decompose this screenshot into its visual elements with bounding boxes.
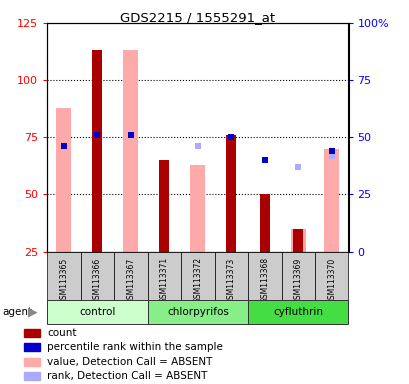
Text: chlorpyrifos: chlorpyrifos [166,307,228,317]
Bar [292,229,303,252]
Text: GDS2215 / 1555291_at: GDS2215 / 1555291_at [120,12,275,25]
Bar [259,194,269,252]
Bar [24,358,40,366]
Text: GSM113366: GSM113366 [93,257,101,303]
Bar [81,252,114,300]
Bar [247,252,281,300]
Bar [314,252,348,300]
Bar [47,252,81,300]
Bar [281,252,314,300]
Bar [24,372,40,380]
Text: value, Detection Call = ABSENT: value, Detection Call = ABSENT [47,357,212,367]
Bar [24,329,40,337]
Bar [114,252,147,300]
Bar [226,135,236,252]
Bar [147,252,181,300]
Bar [92,50,102,252]
Text: GSM113373: GSM113373 [226,257,235,303]
Text: ▶: ▶ [28,306,37,318]
Text: percentile rank within the sample: percentile rank within the sample [47,342,222,352]
Text: agent: agent [2,307,32,317]
Bar [147,300,247,324]
Bar [56,108,71,252]
Text: GSM113369: GSM113369 [293,257,302,303]
Bar [247,300,348,324]
Bar [47,300,147,324]
Bar [24,343,40,351]
Text: count: count [47,328,76,338]
Text: rank, Detection Call = ABSENT: rank, Detection Call = ABSENT [47,371,207,381]
Text: GSM113372: GSM113372 [193,257,202,303]
Text: cyfluthrin: cyfluthrin [273,307,322,317]
Bar [159,160,169,252]
Text: GSM113370: GSM113370 [326,257,335,303]
Bar [181,252,214,300]
Bar [290,229,305,252]
Bar [214,252,247,300]
Bar [324,149,339,252]
Bar [123,50,138,252]
Text: GSM113368: GSM113368 [260,257,269,303]
Text: control: control [79,307,115,317]
Bar [190,165,205,252]
Text: GSM113365: GSM113365 [59,257,68,303]
Text: GSM113367: GSM113367 [126,257,135,303]
Text: GSM113371: GSM113371 [160,257,169,303]
